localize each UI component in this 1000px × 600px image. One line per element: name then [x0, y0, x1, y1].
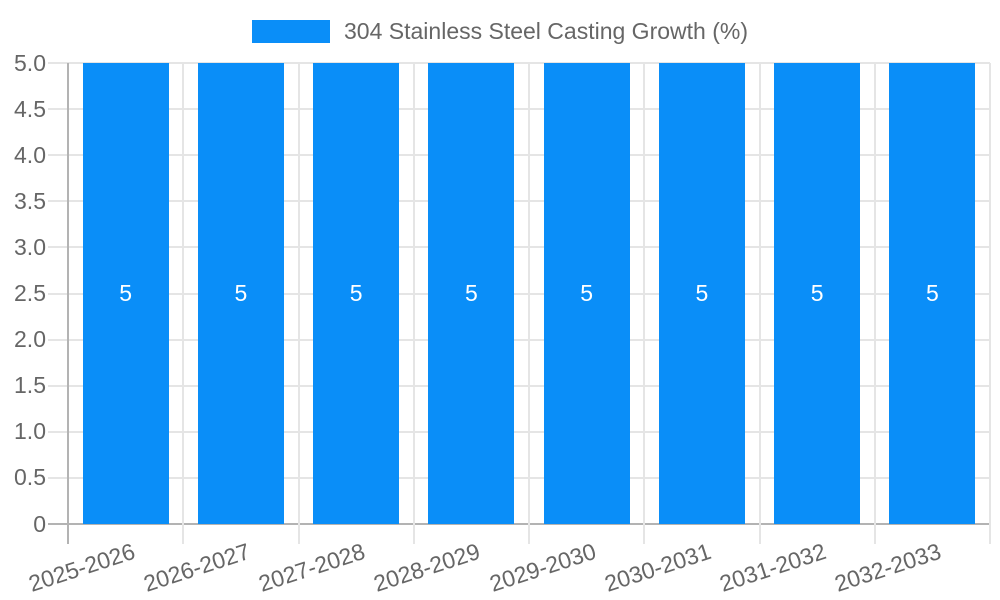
gridline-h — [48, 108, 990, 111]
y-axis-tick-label: 2.0 — [14, 326, 46, 353]
gridline-v — [758, 63, 761, 544]
y-axis-tick-label: 3.0 — [14, 233, 46, 260]
bar[interactable] — [543, 63, 630, 524]
y-axis-tick-label: 0.5 — [14, 464, 46, 491]
y-axis-tick-label: 4.0 — [14, 141, 46, 168]
x-axis-tick-label: 2029-2030 — [486, 538, 599, 597]
bar[interactable] — [428, 63, 515, 524]
y-axis-tick-label: 4.5 — [14, 95, 46, 122]
bar-value-label: 5 — [695, 280, 709, 306]
bar-value-label: 5 — [925, 280, 939, 306]
x-axis-tick-label: 2032-2033 — [831, 538, 945, 597]
gridline-h — [48, 384, 990, 387]
y-axis-tick-label: 0 — [33, 510, 46, 537]
y-axis-tick-label: 1.0 — [14, 418, 46, 445]
gridline-v — [873, 63, 876, 544]
x-axis-tick-label: 2025-2026 — [25, 538, 138, 597]
gridline-h — [48, 154, 990, 157]
gridline-h — [48, 62, 990, 64]
gridline-v — [182, 63, 185, 544]
bar-value-label: 5 — [464, 280, 478, 306]
x-axis-tick-label: 2027-2028 — [255, 538, 369, 597]
bar-value-label: 5 — [580, 280, 594, 306]
y-axis-line — [67, 63, 69, 544]
x-axis-tick-label: 2028-2029 — [370, 538, 484, 597]
gridline-v — [989, 63, 991, 544]
gridline-h — [48, 292, 990, 295]
bar[interactable] — [889, 63, 976, 524]
gridline-v — [528, 63, 530, 544]
gridline-h — [48, 246, 990, 249]
bar[interactable] — [82, 63, 169, 524]
y-axis-tick-label: 2.5 — [14, 280, 46, 306]
x-axis-line — [48, 523, 990, 525]
y-axis-tick-label: 1.5 — [14, 372, 46, 399]
bar[interactable] — [658, 63, 745, 524]
legend-label: 304 Stainless Steel Casting Growth (%) — [344, 18, 748, 44]
gridline-v — [412, 63, 415, 544]
bar[interactable] — [313, 63, 400, 524]
x-axis-tick-label: 2030-2031 — [601, 538, 714, 597]
bar[interactable] — [774, 63, 861, 524]
gridline-v — [643, 63, 646, 544]
gridline-h — [48, 430, 990, 433]
bar-value-label: 5 — [234, 280, 248, 306]
bar-value-label: 5 — [810, 280, 824, 306]
y-axis-tick-label: 5.0 — [14, 49, 46, 76]
gridline-v — [297, 63, 300, 544]
x-axis-tick-label: 2031-2032 — [716, 538, 830, 597]
gridline-h — [48, 338, 990, 341]
x-axis-tick-label: 2026-2027 — [140, 538, 253, 597]
legend-item[interactable]: 304 Stainless Steel Casting Growth (%) — [252, 18, 748, 44]
bar-value-label: 5 — [349, 280, 363, 306]
bar-value-label: 5 — [119, 280, 133, 306]
legend-swatch — [252, 19, 331, 43]
gridline-h — [48, 476, 990, 479]
gridline-h — [48, 200, 990, 203]
legend: 304 Stainless Steel Casting Growth (%) — [0, 18, 1000, 44]
bar[interactable] — [197, 63, 284, 524]
y-axis-tick-label: 3.5 — [14, 187, 46, 214]
